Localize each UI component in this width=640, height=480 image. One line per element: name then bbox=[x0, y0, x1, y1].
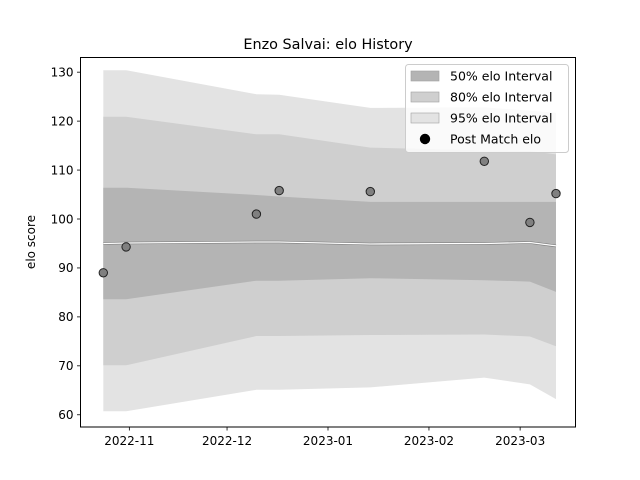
legend: 50% elo Interval 80% elo Interval 95% elo … bbox=[405, 64, 569, 153]
legend-marker bbox=[419, 133, 431, 145]
y-axis-label: elo score bbox=[24, 215, 38, 269]
post-match-point bbox=[525, 217, 535, 228]
post-match-points bbox=[98, 156, 561, 278]
x-tick-label: 2022-12 bbox=[202, 434, 252, 448]
legend-label: Post Match elo bbox=[450, 132, 541, 147]
post-match-point bbox=[274, 185, 284, 196]
y-tick-label: 80 bbox=[58, 310, 73, 324]
mean-line-layer bbox=[103, 240, 557, 248]
x-tick-label: 2023-03 bbox=[495, 434, 545, 448]
post-match-point bbox=[251, 209, 262, 219]
post-match-point bbox=[365, 186, 375, 197]
y-tick-label: 70 bbox=[58, 359, 73, 373]
legend-box bbox=[405, 64, 569, 153]
x-axis: 2022-11 2022-12 2023-01 2023-02 2023-03 bbox=[104, 427, 545, 448]
interval-bands bbox=[103, 70, 557, 412]
y-tick-label: 100 bbox=[51, 212, 74, 226]
chart-title: Enzo Salvai: elo History bbox=[243, 37, 413, 53]
y-tick-label: 90 bbox=[58, 261, 73, 275]
legend-label: 95% elo Interval bbox=[450, 111, 552, 126]
mean-line bbox=[103, 241, 557, 247]
legend-swatch bbox=[410, 91, 440, 103]
post-match-point bbox=[479, 156, 489, 167]
y-tick-label: 110 bbox=[51, 163, 74, 177]
y-tick-label: 130 bbox=[51, 65, 74, 79]
legend-label: 80% elo Interval bbox=[450, 90, 552, 105]
post-match-point bbox=[551, 188, 561, 199]
x-tick-label: 2023-02 bbox=[404, 434, 454, 448]
post-match-point bbox=[121, 242, 131, 252]
y-axis: 60 70 80 90 100 110 120 130 bbox=[51, 65, 81, 422]
x-tick-label: 2023-01 bbox=[303, 434, 353, 448]
post-match-point bbox=[98, 268, 109, 278]
x-tick-label: 2022-11 bbox=[104, 434, 154, 448]
y-tick-label: 120 bbox=[51, 114, 74, 128]
y-tick-label: 60 bbox=[58, 408, 73, 422]
legend-swatch bbox=[410, 70, 440, 82]
legend-label: 50% elo Interval bbox=[450, 69, 552, 84]
legend-swatch bbox=[410, 112, 440, 124]
